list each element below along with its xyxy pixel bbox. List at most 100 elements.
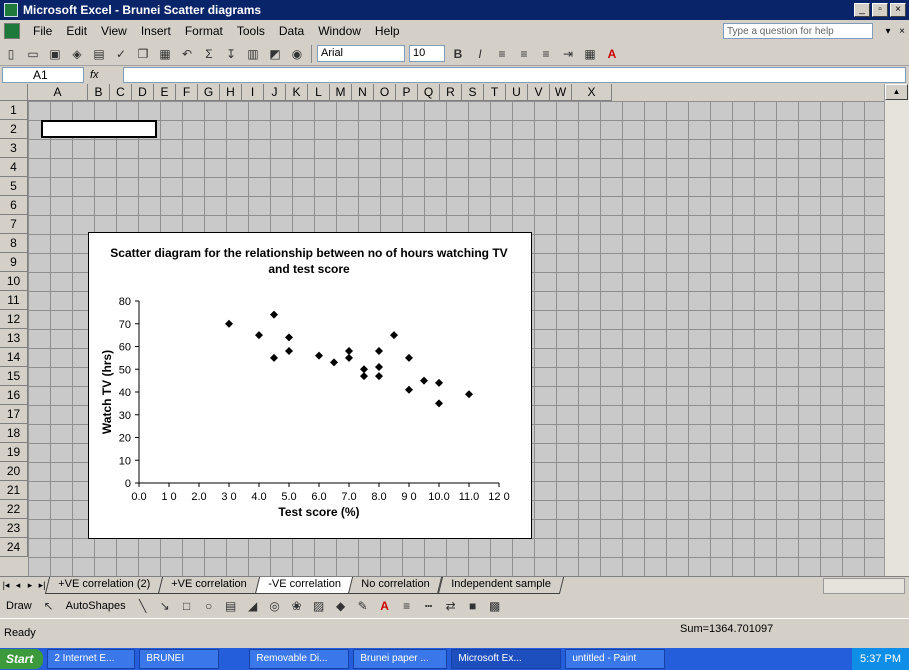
- active-cell-a1[interactable]: [41, 120, 157, 138]
- new-icon[interactable]: ▯: [7, 46, 15, 61]
- row-header-15[interactable]: 15: [0, 367, 28, 386]
- menu-view[interactable]: View: [101, 24, 127, 38]
- diagram-icon[interactable]: ◎: [269, 599, 280, 613]
- column-header-u[interactable]: U: [506, 84, 528, 101]
- spelling-icon[interactable]: ✓: [115, 46, 127, 61]
- help-dropdown-icon[interactable]: ▾: [885, 25, 891, 37]
- arrow-style-icon[interactable]: ⇄: [445, 599, 456, 613]
- menu-insert[interactable]: Insert: [140, 24, 171, 38]
- column-header-a[interactable]: A: [28, 84, 88, 101]
- line-icon[interactable]: ╲: [138, 599, 147, 613]
- column-header-m[interactable]: M: [330, 84, 352, 101]
- column-header-t[interactable]: T: [484, 84, 506, 101]
- 3d-icon[interactable]: ▩: [488, 599, 501, 613]
- row-header-2[interactable]: 2: [0, 120, 28, 139]
- tab-positive-correlation[interactable]: +VE correlation: [157, 577, 260, 594]
- align-center-icon[interactable]: ≡: [520, 46, 528, 61]
- column-header-w[interactable]: W: [550, 84, 572, 101]
- column-header-n[interactable]: N: [352, 84, 374, 101]
- align-right-icon[interactable]: ≡: [542, 46, 550, 61]
- row-header-20[interactable]: 20: [0, 462, 28, 481]
- task-brunei-paper[interactable]: Brunei paper ...: [353, 649, 448, 669]
- column-header-j[interactable]: J: [264, 84, 286, 101]
- draw-font-color-icon[interactable]: A: [380, 599, 389, 613]
- align-left-icon[interactable]: ≡: [498, 46, 506, 61]
- menu-help[interactable]: Help: [374, 24, 400, 38]
- column-header-q[interactable]: Q: [418, 84, 440, 101]
- menu-window[interactable]: Window: [318, 24, 361, 38]
- doc-close-icon[interactable]: ×: [899, 25, 905, 37]
- borders-icon[interactable]: ▦: [584, 46, 596, 61]
- copy-icon[interactable]: ❐: [137, 46, 149, 61]
- row-header-18[interactable]: 18: [0, 424, 28, 443]
- task-removable-disk[interactable]: Removable Di...: [249, 649, 350, 669]
- permission-icon[interactable]: ◈: [72, 46, 82, 61]
- row-header-4[interactable]: 4: [0, 158, 28, 177]
- row-header-22[interactable]: 22: [0, 500, 28, 519]
- row-header-13[interactable]: 13: [0, 329, 28, 348]
- row-header-12[interactable]: 12: [0, 310, 28, 329]
- row-header-6[interactable]: 6: [0, 196, 28, 215]
- maximize-button[interactable]: ▫: [872, 3, 888, 17]
- help-icon[interactable]: ◉: [291, 46, 303, 61]
- column-header-v[interactable]: V: [528, 84, 550, 101]
- wordart-icon[interactable]: ◢: [247, 599, 258, 613]
- tab-negative-correlation[interactable]: -VE correlation: [254, 577, 354, 594]
- picture-icon[interactable]: ▨: [312, 599, 325, 613]
- print-icon[interactable]: ▤: [93, 46, 105, 61]
- column-header-e[interactable]: E: [154, 84, 176, 101]
- clipart-icon[interactable]: ❀: [291, 599, 302, 613]
- column-header-c[interactable]: C: [110, 84, 132, 101]
- task-brunei-folder[interactable]: BRUNEI: [139, 649, 220, 669]
- row-header-9[interactable]: 9: [0, 253, 28, 272]
- draw-menu-button[interactable]: Draw: [6, 600, 32, 612]
- row-header-14[interactable]: 14: [0, 348, 28, 367]
- scroll-up-icon[interactable]: ▲: [885, 84, 908, 100]
- start-button[interactable]: Start: [0, 649, 44, 669]
- open-icon[interactable]: ▭: [27, 46, 39, 61]
- line-color-icon[interactable]: ✎: [357, 599, 368, 613]
- menu-format[interactable]: Format: [184, 24, 223, 38]
- task-paint[interactable]: untitled - Paint: [565, 649, 666, 669]
- row-header-10[interactable]: 10: [0, 272, 28, 291]
- workbook-icon[interactable]: [4, 23, 20, 39]
- row-header-23[interactable]: 23: [0, 519, 28, 538]
- row-header-8[interactable]: 8: [0, 234, 28, 253]
- row-header-7[interactable]: 7: [0, 215, 28, 234]
- column-header-r[interactable]: R: [440, 84, 462, 101]
- column-header-s[interactable]: S: [462, 84, 484, 101]
- oval-icon[interactable]: ○: [204, 599, 213, 613]
- column-header-g[interactable]: G: [198, 84, 220, 101]
- column-header-d[interactable]: D: [132, 84, 154, 101]
- scatter-chart[interactable]: Scatter diagram for the relationship bet…: [88, 232, 532, 539]
- arrow-icon[interactable]: ↘: [159, 599, 170, 613]
- tab-no-correlation[interactable]: No correlation: [348, 577, 443, 594]
- row-header-24[interactable]: 24: [0, 538, 28, 557]
- menu-data[interactable]: Data: [278, 24, 305, 38]
- menu-file[interactable]: File: [33, 24, 53, 38]
- bold-button[interactable]: B: [453, 46, 463, 61]
- next-sheet-icon[interactable]: ▸: [27, 580, 33, 590]
- name-box[interactable]: A1: [2, 67, 84, 83]
- tab-independent-sample[interactable]: Independent sample: [437, 577, 564, 594]
- autosum-icon[interactable]: Σ: [205, 46, 213, 61]
- font-name-select[interactable]: Arial: [317, 45, 405, 62]
- fx-label[interactable]: fx: [90, 69, 99, 81]
- row-header-17[interactable]: 17: [0, 405, 28, 424]
- row-header-16[interactable]: 16: [0, 386, 28, 405]
- line-style-icon[interactable]: ≡: [403, 599, 411, 613]
- task-internet-explorer[interactable]: 2 Internet E...: [47, 649, 136, 669]
- column-header-k[interactable]: K: [286, 84, 308, 101]
- save-icon[interactable]: ▣: [49, 46, 61, 61]
- paste-icon[interactable]: ▦: [159, 46, 171, 61]
- close-button[interactable]: ×: [890, 3, 906, 17]
- last-sheet-icon[interactable]: ▸|: [38, 580, 46, 590]
- textbox-icon[interactable]: ▤: [224, 599, 237, 613]
- sort-ascending-icon[interactable]: ↧: [225, 46, 237, 61]
- column-header-l[interactable]: L: [308, 84, 330, 101]
- row-header-1[interactable]: 1: [0, 101, 28, 120]
- fill-color-icon[interactable]: ◆: [335, 599, 346, 613]
- column-header-i[interactable]: I: [242, 84, 264, 101]
- menu-tools[interactable]: Tools: [236, 24, 265, 38]
- column-header-b[interactable]: B: [88, 84, 110, 101]
